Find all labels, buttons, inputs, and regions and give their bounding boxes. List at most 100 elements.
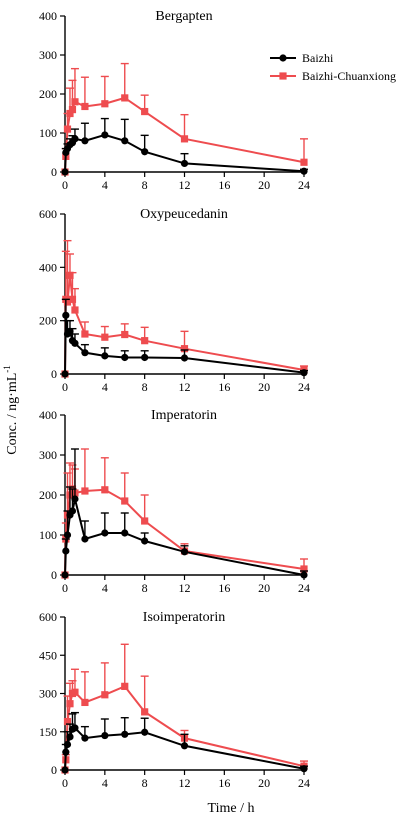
data-point bbox=[101, 100, 109, 108]
data-point bbox=[81, 137, 89, 145]
data-point bbox=[141, 148, 149, 156]
data-point bbox=[63, 717, 72, 726]
data-point bbox=[62, 748, 70, 756]
x-tick-label: 12 bbox=[179, 581, 191, 595]
data-point bbox=[66, 700, 74, 708]
y-tick-label: 200 bbox=[39, 314, 57, 328]
data-point bbox=[300, 369, 308, 377]
y-tick-label: 150 bbox=[39, 725, 57, 739]
data-point bbox=[300, 571, 308, 579]
data-point bbox=[180, 354, 189, 362]
y-tick-label: 100 bbox=[39, 528, 57, 542]
y-tick-label: 0 bbox=[51, 568, 57, 582]
x-tick-label: 4 bbox=[102, 581, 108, 595]
series-baizhi-chuanxiong bbox=[61, 62, 308, 176]
data-point bbox=[180, 135, 189, 143]
legend-label: Baizhi-Chuanxiong bbox=[302, 69, 396, 83]
panel-title: Bergapten bbox=[155, 9, 212, 24]
data-point bbox=[68, 507, 77, 515]
x-axis-label: Time / h bbox=[208, 801, 255, 816]
data-point bbox=[300, 765, 308, 773]
data-point bbox=[121, 497, 129, 505]
x-tick-label: 24 bbox=[298, 581, 310, 595]
y-tick-label: 300 bbox=[39, 48, 57, 62]
data-point bbox=[66, 271, 74, 279]
x-tick-label: 24 bbox=[298, 178, 310, 192]
y-tick-label: 400 bbox=[39, 260, 57, 274]
panel-isoimperatorin: 0 150 300 450 600 0 4 8 12 16 20 24 Isoimperatorin bbox=[39, 610, 310, 790]
data-point bbox=[81, 349, 89, 357]
series-baizhi bbox=[61, 448, 308, 579]
data-point bbox=[81, 535, 89, 543]
data-point bbox=[300, 158, 308, 166]
svg-text:Conc. / ng·mL-1: Conc. / ng·mL-1 bbox=[2, 365, 20, 455]
y-tick-label: 400 bbox=[39, 9, 57, 23]
panel-imperatorin: 0 100 200 300 400 0 4 8 12 16 20 24 Imperatorin bbox=[39, 408, 310, 595]
y-axis-label: Conc. / ng·mL-1 bbox=[2, 365, 20, 455]
data-point bbox=[81, 330, 89, 338]
data-point bbox=[300, 565, 308, 573]
series-baizhi bbox=[61, 117, 308, 176]
x-tick-label: 12 bbox=[179, 776, 191, 790]
data-point bbox=[81, 102, 89, 111]
x-tick-label: 24 bbox=[298, 776, 310, 790]
y-tick-label: 100 bbox=[39, 126, 57, 140]
data-point bbox=[141, 728, 149, 736]
data-point bbox=[71, 135, 79, 143]
data-point bbox=[68, 106, 77, 114]
data-point bbox=[81, 487, 89, 495]
x-tick-label: 8 bbox=[142, 581, 148, 595]
x-tick-label: 20 bbox=[258, 178, 270, 192]
series-line bbox=[64, 96, 305, 173]
x-tick-label: 4 bbox=[102, 776, 108, 790]
data-point bbox=[62, 311, 70, 319]
data-point bbox=[141, 353, 149, 362]
data-point bbox=[63, 125, 72, 133]
data-point bbox=[61, 766, 69, 774]
panel-title: Oxypeucedanin bbox=[140, 207, 228, 222]
data-point bbox=[71, 688, 79, 696]
data-point bbox=[121, 330, 129, 339]
data-point bbox=[121, 682, 129, 690]
y-tick-label: 400 bbox=[39, 408, 57, 422]
y-tick-label: 200 bbox=[39, 87, 57, 101]
x-tick-label: 4 bbox=[102, 380, 108, 394]
series-line bbox=[64, 685, 305, 771]
y-tick-label: 0 bbox=[51, 165, 57, 179]
data-point bbox=[180, 548, 189, 556]
legend-label: Baizhi bbox=[302, 51, 334, 65]
legend-marker bbox=[279, 54, 287, 62]
y-axis-label-main: Conc. / ng·mL bbox=[5, 373, 20, 455]
data-point bbox=[101, 333, 109, 341]
data-point bbox=[121, 137, 129, 145]
data-point bbox=[101, 352, 109, 360]
data-point bbox=[121, 94, 129, 102]
x-tick-label: 0 bbox=[62, 776, 68, 790]
data-point bbox=[81, 698, 89, 707]
x-tick-label: 8 bbox=[142, 178, 148, 192]
series-line bbox=[64, 486, 305, 576]
x-tick-label: 0 bbox=[62, 581, 68, 595]
data-point bbox=[61, 571, 69, 579]
x-tick-label: 24 bbox=[298, 380, 310, 394]
legend-item-baizhi: Baizhi bbox=[270, 51, 334, 65]
y-tick-label: 0 bbox=[51, 367, 57, 381]
data-point bbox=[101, 131, 109, 139]
data-point bbox=[71, 724, 79, 732]
legend-item-baizhi-chuanxiong: Baizhi-Chuanxiong bbox=[270, 69, 396, 83]
series-baizhi-chuanxiong bbox=[61, 239, 308, 378]
series-baizhi bbox=[61, 711, 308, 774]
y-tick-label: 300 bbox=[39, 687, 57, 701]
series-baizhi bbox=[61, 298, 308, 378]
x-tick-label: 0 bbox=[62, 178, 68, 192]
series-baizhi-chuanxiong bbox=[61, 643, 308, 774]
x-tick-label: 0 bbox=[62, 380, 68, 394]
data-point bbox=[300, 167, 308, 175]
y-tick-label: 450 bbox=[39, 648, 57, 662]
x-tick-label: 20 bbox=[258, 581, 270, 595]
data-point bbox=[101, 731, 109, 740]
y-tick-label: 600 bbox=[39, 610, 57, 624]
data-point bbox=[101, 486, 109, 494]
data-point bbox=[63, 298, 72, 306]
